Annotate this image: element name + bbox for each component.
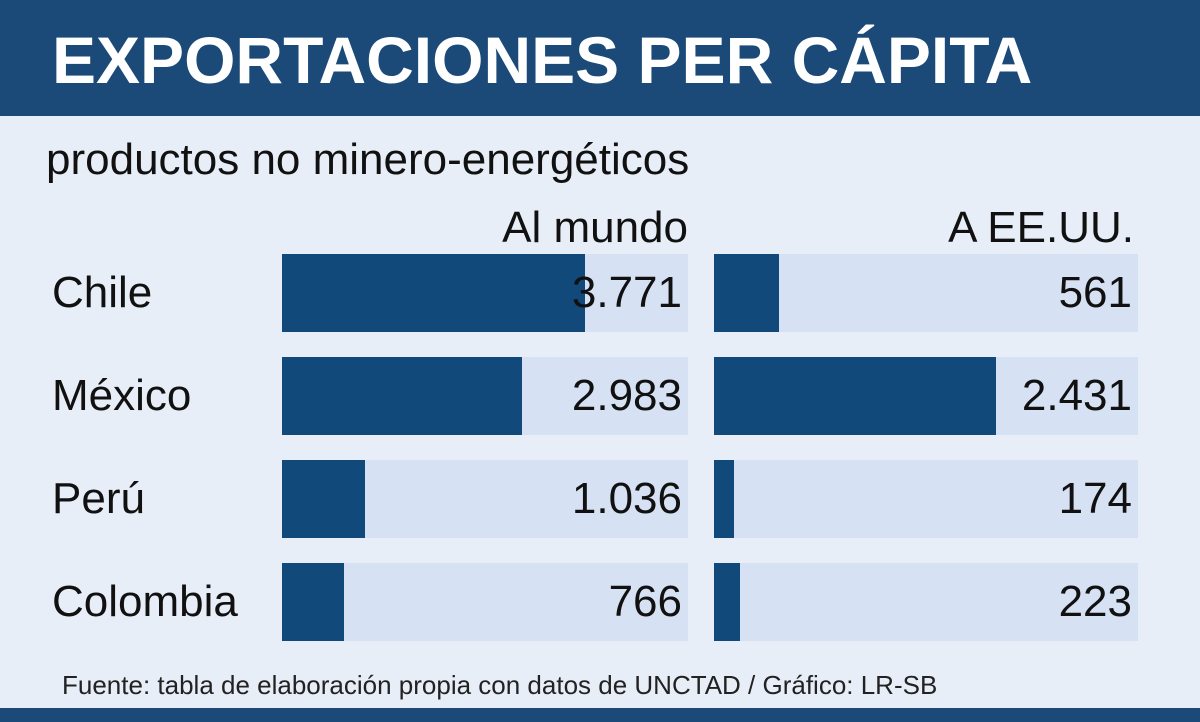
source-note: Fuente: tabla de elaboración propia con … [62,670,938,700]
data-label: 223 [1058,577,1132,626]
bar-track: 766 [282,563,688,641]
data-label: 174 [1058,474,1132,523]
country-label: Chile [52,268,153,317]
column-header-usa: A EE.UU. [948,203,1134,252]
footer-bar [0,708,1200,722]
bar-track: 561 [714,254,1138,332]
bar [282,357,522,435]
data-label: 1.036 [571,474,682,523]
bar [282,563,344,641]
title-banner: EXPORTACIONES PER CÁPITA [0,0,1200,116]
bar [714,563,740,641]
data-label: 766 [608,577,682,626]
bar-track: 174 [714,460,1138,538]
column-header-world: Al mundo [502,203,688,252]
bar-track: 223 [714,563,1138,641]
bar [714,460,734,538]
bar-track: 2.431 [714,357,1138,435]
chart-title: EXPORTACIONES PER CÁPITA [52,23,1033,97]
bar [714,357,996,435]
country-label: Colombia [52,577,238,626]
country-label: México [52,371,192,420]
bar [282,460,365,538]
data-label: 3.771 [571,268,682,317]
chart-subtitle: productos no minero-energéticos [46,135,690,184]
bar [714,254,779,332]
bar-track: 2.983 [282,357,688,435]
country-label: Perú [52,474,145,523]
bar [282,254,585,332]
data-label: 561 [1058,268,1132,317]
bar-track: 3.771 [282,254,688,332]
data-label: 2.431 [1021,371,1132,420]
bar-track: 1.036 [282,460,688,538]
data-label: 2.983 [571,371,682,420]
